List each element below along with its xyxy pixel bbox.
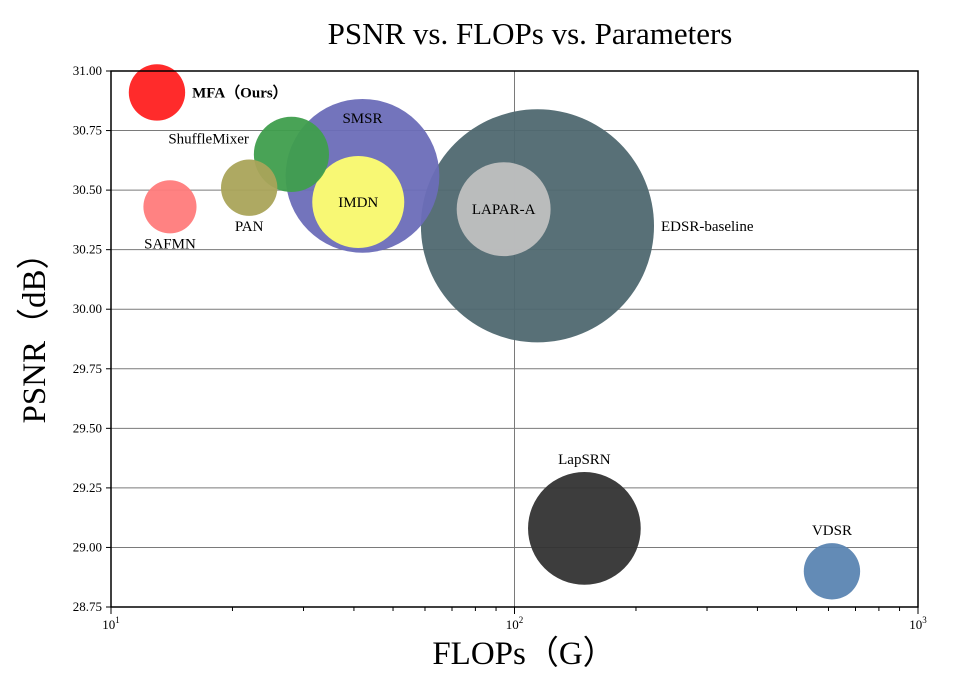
y-tick-label: 30.75: [73, 123, 102, 138]
y-tick-label: 29.75: [73, 361, 102, 376]
bubble-label-vdsr: VDSR: [812, 523, 852, 539]
bubble-label-mfa-ours: MFA（Ours）: [192, 83, 288, 101]
y-axis-label: PSNR（dB）: [17, 236, 53, 423]
bubble-label-lapsrn: LapSRN: [558, 452, 611, 468]
y-tick-label: 29.00: [73, 539, 102, 554]
axis-ticks: 31.00 30.75 30.50 30.25 30.00 29.75 29.50 29.25…: [73, 63, 928, 632]
y-tick-label: 29.25: [73, 480, 102, 495]
x-tick-label: 102: [506, 615, 524, 632]
x-axis-label: FLOPs（G）: [432, 636, 615, 672]
bubble-imdn: [312, 156, 405, 249]
x-tick-label: 103: [909, 615, 927, 632]
bubble-mfa-ours: [128, 64, 186, 121]
y-tick-label: 28.75: [73, 599, 102, 614]
bubble-lapsrn: [528, 472, 641, 585]
y-tick-label: 31.00: [73, 63, 102, 78]
y-tick-label: 30.00: [73, 301, 102, 316]
bubble-lapar-a: [456, 162, 551, 257]
bubble-safmn: [143, 180, 197, 234]
y-tick-label: 29.50: [73, 420, 102, 435]
bubble-label-edsr-baseline: EDSR-baseline: [661, 219, 754, 235]
chart-title: PSNR vs. FLOPs vs. Parameters: [328, 16, 733, 51]
bubble-label-pan: PAN: [235, 219, 264, 235]
bubbles: MFA（Ours） SMSR ShuffleMixer PAN SAFMN IMDN EDS…: [128, 64, 861, 600]
bubble-label-lapar-a: LAPAR-A: [472, 202, 536, 218]
bubble-label-smsr: SMSR: [342, 111, 382, 127]
bubble-label-shufflemixer: ShuffleMixer: [168, 131, 249, 147]
bubble-pan: [220, 159, 278, 216]
x-tick-label: 101: [102, 615, 120, 632]
bubble-label-safmn: SAFMN: [144, 236, 196, 252]
y-tick-label: 30.50: [73, 182, 102, 197]
bubble-label-imdn: IMDN: [338, 195, 378, 211]
bubble-vdsr: [803, 543, 861, 600]
y-tick-label: 30.25: [73, 242, 102, 257]
